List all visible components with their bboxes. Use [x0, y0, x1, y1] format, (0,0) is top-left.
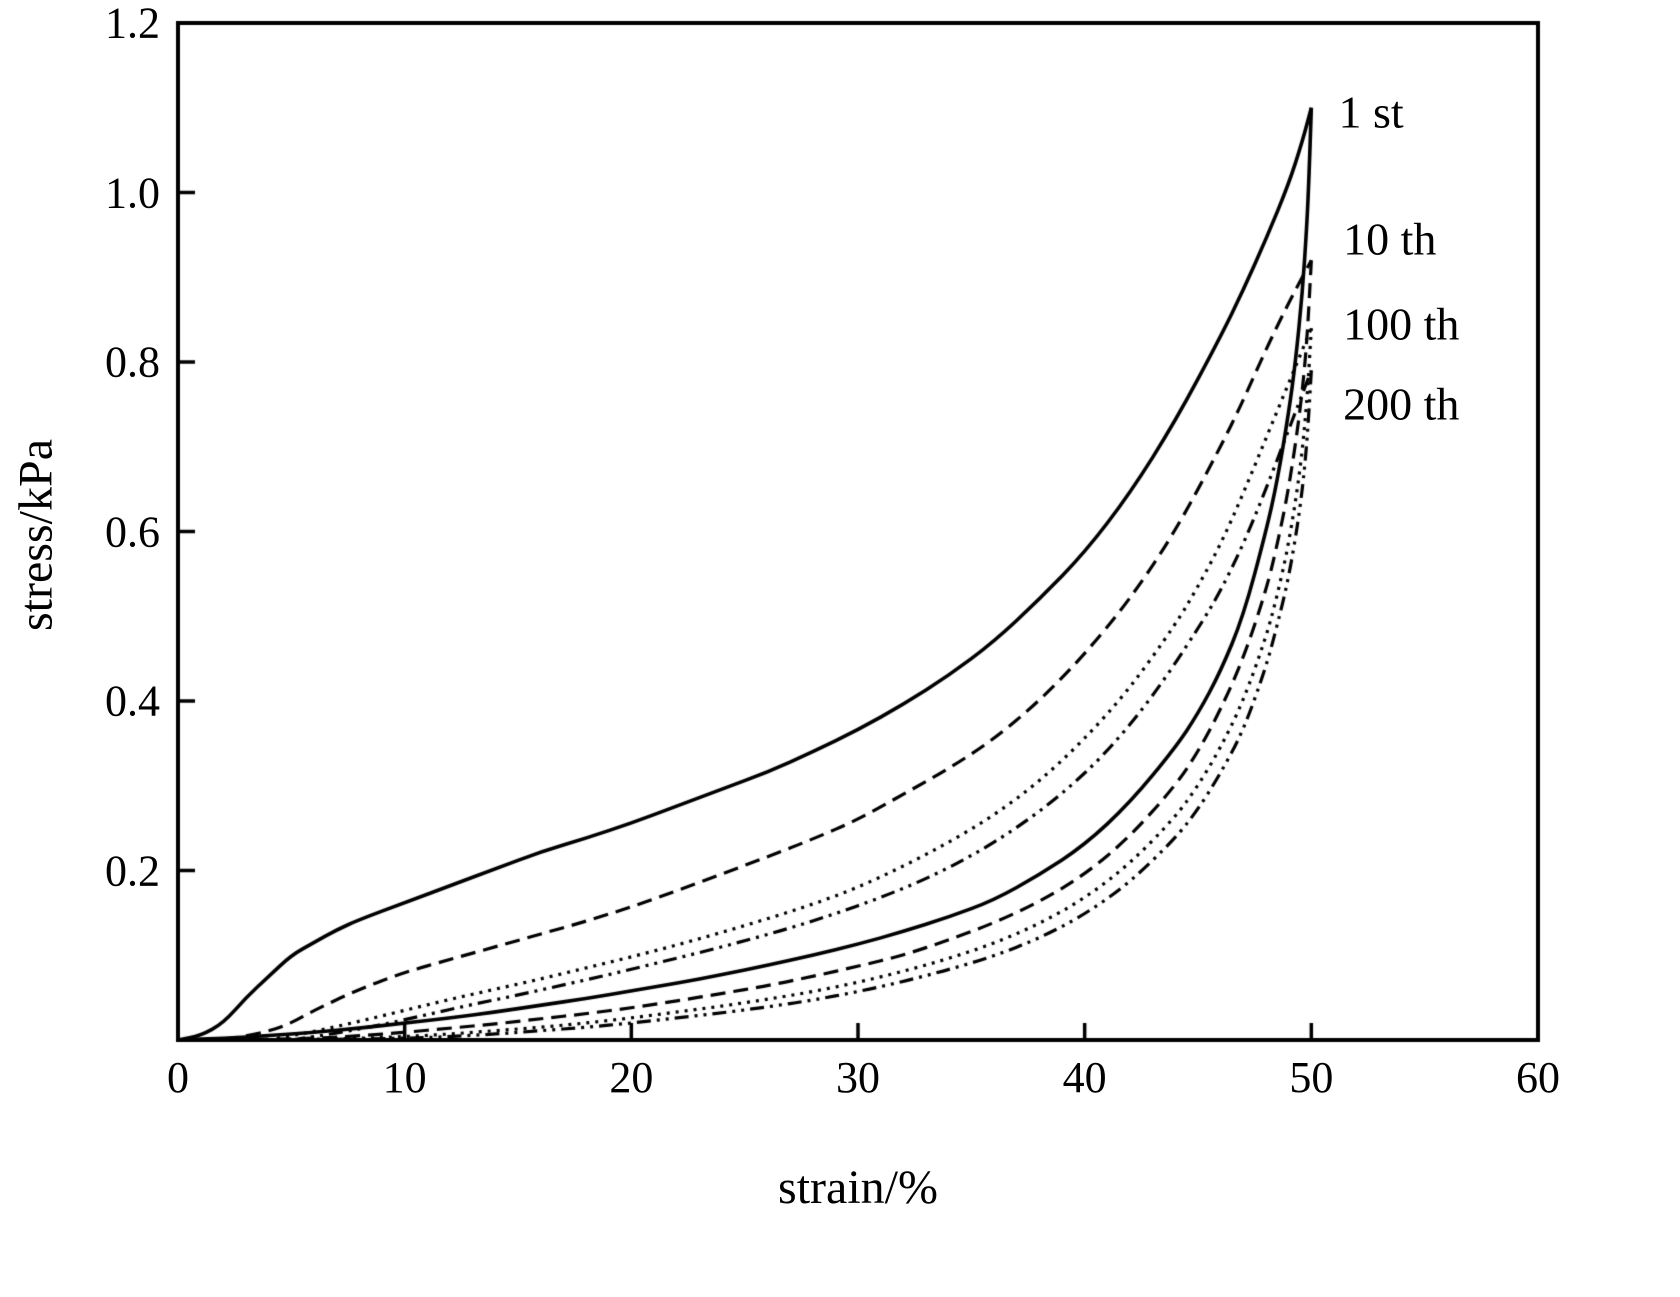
x-tick-label: 40 — [1062, 1053, 1107, 1102]
y-axis-label: stress/kPa — [9, 439, 63, 631]
x-tick-label: 50 — [1289, 1053, 1334, 1102]
y-tick-label: 0.6 — [105, 507, 160, 556]
x-axis-label: strain/% — [778, 1161, 938, 1214]
curve-annotation-10-th: 10 th — [1343, 213, 1437, 265]
curve-annotation-100-th: 100 th — [1343, 298, 1460, 350]
x-tick-label: 0 — [167, 1053, 189, 1102]
y-tick-label: 1.2 — [105, 0, 160, 48]
x-tick-label: 10 — [382, 1053, 427, 1102]
x-tick-label: 30 — [836, 1053, 880, 1102]
curve-annotation-1-st: 1 st — [1338, 86, 1404, 138]
y-tick-label: 0.8 — [105, 337, 160, 387]
y-tick-label: 0.2 — [105, 846, 160, 895]
y-tick-label: 1.0 — [105, 168, 160, 217]
y-tick-label: 0.4 — [105, 676, 160, 726]
x-tick-label: 20 — [609, 1053, 654, 1102]
x-tick-label: 60 — [1516, 1053, 1560, 1102]
curve-annotation-200-th: 200 th — [1343, 378, 1460, 430]
